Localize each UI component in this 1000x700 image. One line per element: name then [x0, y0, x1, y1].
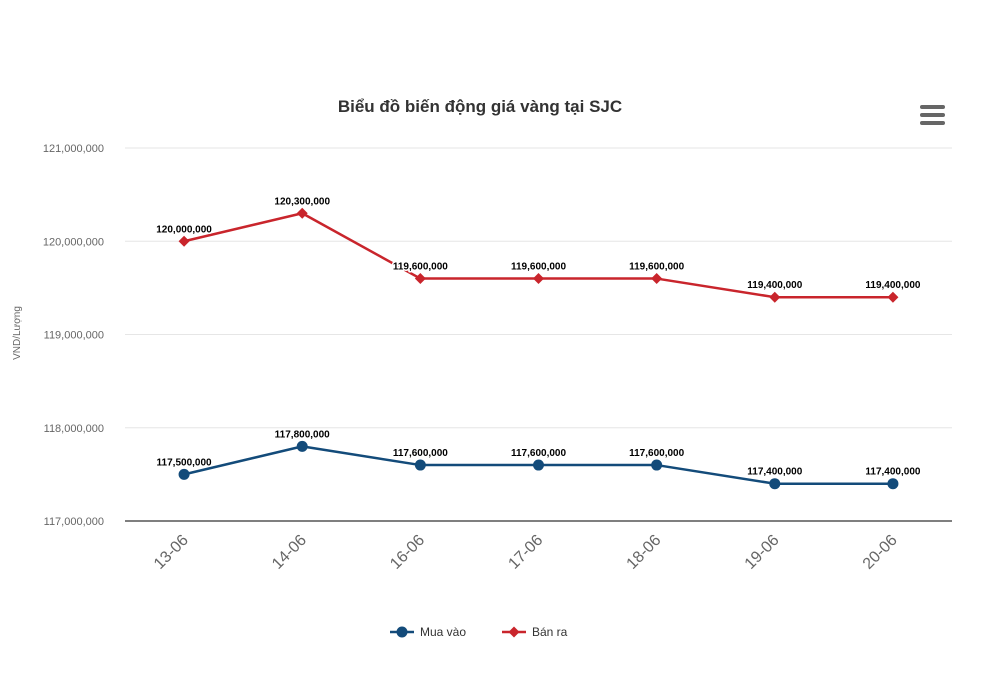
- data-point[interactable]: [178, 468, 190, 480]
- data-label: 119,400,000: [747, 280, 802, 291]
- x-tick-label: 13-06: [151, 532, 192, 573]
- x-tick-label: 20-06: [860, 532, 901, 573]
- menu-button[interactable]: [916, 100, 948, 130]
- data-label: 119,600,000: [393, 262, 448, 273]
- y-tick-label: 121,000,000: [43, 143, 104, 155]
- data-point[interactable]: [533, 273, 544, 285]
- gridlines: [125, 147, 952, 522]
- data-point[interactable]: [414, 459, 426, 471]
- x-tick-label: 19-06: [742, 532, 783, 573]
- x-tick-label: 17-06: [505, 532, 546, 573]
- data-point[interactable]: [178, 235, 190, 247]
- legend: Mua vào Bán ra: [390, 625, 568, 639]
- y-tick-label: 120,000,000: [43, 236, 104, 248]
- x-tick-label: 18-06: [624, 532, 665, 573]
- data-point[interactable]: [651, 273, 663, 285]
- data-label: 119,600,000: [511, 262, 566, 273]
- hamburger-menu-icon: [920, 105, 945, 125]
- data-label: 120,000,000: [156, 224, 212, 235]
- data-point[interactable]: [887, 478, 899, 490]
- x-tick-label: 14-06: [269, 532, 310, 573]
- data-label: 117,600,000: [511, 448, 566, 459]
- data-point[interactable]: [769, 478, 781, 490]
- y-axis-ticks: 117,000,000 118,000,000 119,000,000 120,000…: [43, 143, 104, 528]
- data-point[interactable]: [414, 273, 426, 285]
- data-point[interactable]: [533, 459, 544, 471]
- legend-label: Bán ra: [532, 625, 568, 639]
- y-tick-label: 118,000,000: [44, 423, 104, 435]
- legend-item-sell[interactable]: Bán ra: [502, 625, 568, 639]
- x-axis-ticks: 13-06 14-06 16-06 17-06 18-06 19-06 20-06: [151, 532, 901, 573]
- chart-title: Biểu đồ biến động giá vàng tại SJC: [338, 97, 622, 116]
- data-label: 117,600,000: [393, 448, 448, 459]
- data-point[interactable]: [769, 291, 781, 303]
- data-label: 117,500,000: [157, 457, 212, 468]
- data-label: 117,400,000: [865, 467, 920, 478]
- data-label: 117,600,000: [629, 448, 684, 459]
- legend-item-buy[interactable]: Mua vào: [390, 625, 466, 639]
- data-point[interactable]: [296, 440, 308, 452]
- data-label: 117,400,000: [747, 467, 802, 478]
- series-layer: [178, 207, 899, 490]
- data-label: 117,800,000: [275, 429, 330, 440]
- y-tick-label: 117,000,000: [44, 516, 104, 528]
- legend-marker: [396, 626, 408, 638]
- data-point[interactable]: [296, 207, 308, 219]
- data-label: 119,600,000: [629, 262, 684, 273]
- y-axis-label: VND/Lượng: [12, 306, 23, 360]
- data-point[interactable]: [651, 459, 663, 471]
- data-label: 120,300,000: [274, 196, 330, 207]
- legend-marker: [508, 626, 520, 638]
- data-point[interactable]: [887, 291, 899, 303]
- data-label: 119,400,000: [865, 280, 920, 291]
- x-tick-label: 16-06: [387, 532, 428, 573]
- legend-label: Mua vào: [420, 625, 466, 639]
- data-labels: 117,500,000 117,800,000 117,600,000 117,600…: [155, 195, 923, 479]
- y-tick-label: 119,000,000: [44, 330, 104, 342]
